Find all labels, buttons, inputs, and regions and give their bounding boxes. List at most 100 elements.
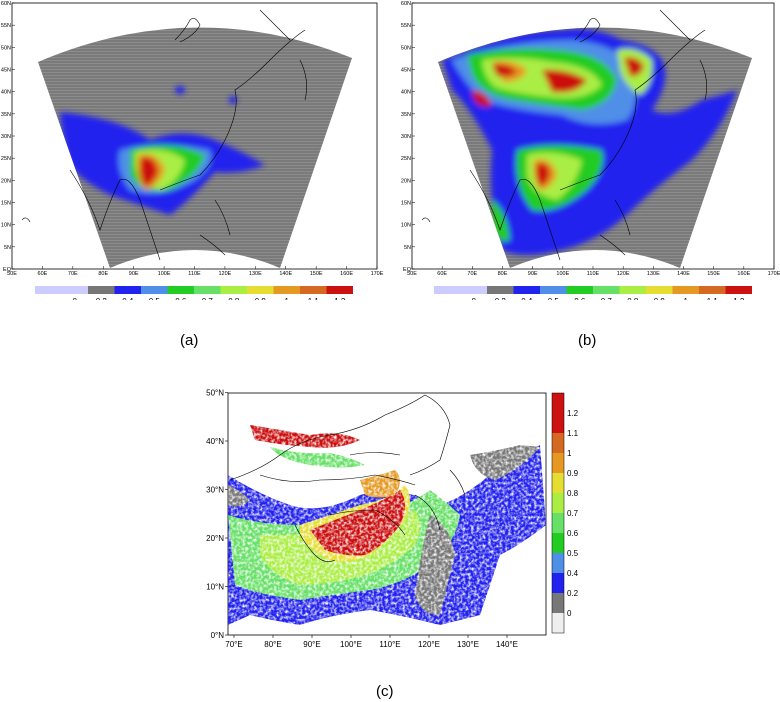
colorbar-label: 0.2 (567, 589, 579, 598)
colorbar-label: 0.9 (567, 469, 579, 478)
colorbar-swatch (114, 286, 141, 294)
lon-tick-label: 110°E (379, 640, 400, 649)
lat-tick-label: 35N (401, 112, 411, 118)
colorbar-swatch (141, 286, 168, 294)
lon-tick-label: 60E (38, 271, 48, 277)
colorbar-swatch (646, 286, 673, 294)
colorbar-swatch (487, 286, 514, 294)
lat-tick-label: 5N (4, 245, 11, 251)
lat-tick-label: 45N (401, 68, 411, 74)
colorbar-label: 0.8 (228, 297, 240, 300)
lon-tick-label: 120E (218, 271, 231, 277)
lon-tick-label: 130E (647, 271, 660, 277)
lat-tick-label: 5N (404, 245, 411, 251)
map-c-svg: 0°N10°N20°N30°N40°N50°N 70°E 80°E 90°E 100°… (206, 389, 579, 650)
colorbar-swatch (460, 286, 487, 294)
colorbar-label: 1 (567, 449, 572, 458)
lat-tick-label: 20N (401, 178, 411, 184)
lon-tick-label: 90E (528, 271, 538, 277)
colorbar-swatch (300, 286, 327, 294)
colorbar-c: 0 0.2 0.4 0.5 0.6 0.7 0.8 0.9 1 1.1 1.2 (551, 392, 579, 634)
colorbar-label: 0.5 (548, 297, 560, 300)
lon-ticks-b: 50E 60E 70E 80E 90E 100E 110E 120E 130E 140E 150E 1… (407, 266, 780, 277)
lat-ticks-a: EQ 5N 10N 15N 20N 25N 30N 35N 40N 45N 50N 55N 60N (1, 1, 15, 273)
colorbar-swatch (619, 286, 646, 294)
map-panel-a: EQ 5N 10N 15N 20N 25N 30N 35N 40N 45N 50N 55N 60N 50… (0, 0, 390, 306)
colorbar-swatch (35, 286, 62, 294)
colorbar-swatch (540, 286, 567, 294)
colorbar-label: 0.9 (255, 297, 267, 300)
colorbar-label: 1 (285, 297, 290, 300)
lon-tick-label: 70E (68, 271, 78, 277)
lon-ticks-c: 70°E 80°E 90°E 100°E 110°E 120°E 130°E 140°E (225, 635, 518, 649)
colorbar-label: 1.1 (567, 429, 579, 438)
colorbar-label: 1.2 (567, 409, 579, 418)
colorbar-label: 1 (684, 297, 689, 300)
colorbar-swatch (725, 286, 752, 294)
colorbar-swatch (552, 453, 564, 473)
colorbar-label: 0.7 (202, 297, 214, 300)
colorbar-a: 0 0.2 0.4 0.5 0.6 0.7 0.8 0.9 1 1.1 1.2 (35, 286, 353, 306)
lon-tick-label: 120°E (418, 640, 440, 649)
colorbar-swatch (513, 286, 540, 294)
colorbar-swatch (167, 286, 194, 294)
lon-tick-label: 70°E (225, 640, 242, 649)
colorbar-label: 1.2 (334, 297, 346, 300)
lat-tick-label: 30N (1, 134, 11, 140)
lat-tick-label: 50N (1, 45, 11, 51)
aod-field-b (442, 28, 737, 255)
lon-tick-label: 130°E (457, 640, 479, 649)
colorbar-b: 0 0.2 0.4 0.5 0.6 0.7 0.8 0.9 1 1.1 1.2 (434, 286, 752, 306)
colorbar-swatch (61, 286, 88, 294)
colorbar-label: 0.6 (567, 529, 579, 538)
lon-tick-label: 110E (188, 271, 201, 277)
colorbar-label: 0.2 (495, 297, 507, 300)
colorbar-label: 0.4 (567, 569, 579, 578)
aod-field-c (228, 425, 546, 625)
lat-tick-label: 50°N (206, 389, 224, 398)
lat-tick-label: 55N (401, 23, 411, 29)
colorbar-swatch (552, 613, 564, 633)
lon-tick-label: 160E (737, 271, 750, 277)
lon-tick-label: 90°E (303, 640, 320, 649)
colorbar-label: 0.8 (567, 489, 579, 498)
lon-tick-label: 170E (371, 271, 384, 277)
map-a-svg: EQ 5N 10N 15N 20N 25N 30N 35N 40N 45N 50N 55N 60N 50… (1, 1, 384, 306)
lon-ticks-a: 50E 60E 70E 80E 90E 100E 110E 120E 130E 140E 150E 1… (7, 266, 384, 277)
colorbar-swatch (552, 393, 564, 413)
lon-tick-label: 160E (340, 271, 353, 277)
colorbar-swatch (552, 473, 564, 493)
coastlines-b (421, 9, 707, 261)
lat-tick-label: 45N (1, 68, 11, 74)
lat-tick-label: EQ (403, 267, 412, 273)
lon-tick-label: 140°E (496, 640, 518, 649)
colorbar-label: 0 (567, 609, 572, 618)
lat-tick-label: 40°N (206, 437, 224, 446)
caption-a: (a) (180, 332, 199, 349)
colorbar-swatch (247, 286, 274, 294)
colorbar-label: 0.2 (96, 297, 108, 300)
lat-tick-label: 50N (401, 45, 411, 51)
colorbar-swatch (434, 286, 461, 294)
lat-tick-label: 25N (401, 156, 411, 162)
lat-ticks-b: EQ 5N 10N 15N 20N 25N 30N 35N 40N 45N 50N 55N 60N (401, 1, 415, 273)
lon-tick-label: 100°E (340, 640, 362, 649)
lat-tick-label: 10N (1, 223, 11, 229)
colorbar-swatch (552, 493, 564, 513)
colorbar-label: 0.6 (574, 297, 586, 300)
map-b-svg: EQ 5N 10N 15N 20N 25N 30N 35N 40N 45N 50N 55N 60N 50… (401, 1, 780, 306)
colorbar-label: 0.7 (601, 297, 613, 300)
colorbar-label: 0.5 (567, 549, 579, 558)
lat-tick-label: 20N (1, 178, 11, 184)
caption-b: (b) (578, 332, 597, 349)
colorbar-label: 0 (73, 297, 78, 300)
lon-tick-label: 90E (129, 271, 139, 277)
colorbar-label: 1.1 (308, 297, 320, 300)
lat-ticks-c: 0°N 10°N 20°N 30°N 40°N 50°N (206, 389, 228, 640)
colorbar-label: 0.8 (627, 297, 639, 300)
colorbar-swatch (273, 286, 300, 294)
lon-tick-label: 100E (556, 271, 569, 277)
colorbar-label: 0.4 (521, 297, 533, 300)
colorbar-label: 0.7 (567, 509, 579, 518)
lon-tick-label: 110E (587, 271, 600, 277)
